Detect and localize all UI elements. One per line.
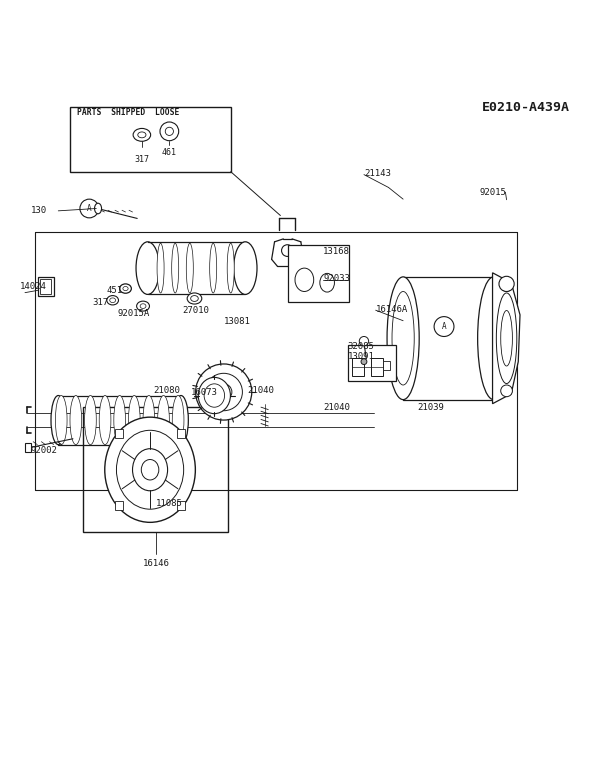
Ellipse shape — [105, 417, 195, 522]
Ellipse shape — [84, 396, 96, 444]
Ellipse shape — [157, 243, 164, 293]
Circle shape — [196, 364, 252, 420]
Text: 27010: 27010 — [183, 306, 209, 315]
Bar — [371, 358, 383, 376]
Text: 32085: 32085 — [348, 342, 375, 351]
Bar — [114, 501, 123, 510]
Text: A: A — [87, 204, 91, 213]
Text: 317: 317 — [135, 155, 149, 164]
Circle shape — [160, 122, 179, 141]
Text: 13081: 13081 — [224, 317, 251, 326]
Text: 451: 451 — [107, 286, 123, 295]
Ellipse shape — [387, 277, 419, 400]
Text: 11085: 11085 — [156, 498, 183, 507]
Ellipse shape — [227, 243, 234, 293]
Ellipse shape — [496, 293, 517, 383]
Text: 21040: 21040 — [247, 387, 274, 395]
Text: 21040: 21040 — [323, 403, 350, 412]
Ellipse shape — [204, 383, 225, 407]
Bar — [83, 407, 228, 532]
Ellipse shape — [143, 396, 155, 444]
Bar — [288, 245, 349, 302]
Circle shape — [434, 316, 454, 336]
Text: A: A — [442, 322, 447, 331]
Ellipse shape — [209, 243, 217, 293]
Circle shape — [359, 336, 369, 346]
Bar — [176, 501, 185, 510]
Ellipse shape — [136, 242, 159, 294]
Text: E0210-A439A: E0210-A439A — [481, 101, 570, 114]
Ellipse shape — [187, 293, 202, 304]
Ellipse shape — [186, 243, 194, 293]
Ellipse shape — [234, 242, 257, 294]
Ellipse shape — [320, 273, 335, 292]
Text: 14024: 14024 — [20, 283, 47, 291]
Ellipse shape — [129, 396, 140, 444]
Ellipse shape — [94, 203, 101, 214]
Ellipse shape — [70, 396, 81, 444]
Text: 16073: 16073 — [191, 387, 218, 397]
Bar — [25, 443, 31, 452]
Bar — [38, 277, 54, 296]
Ellipse shape — [198, 377, 231, 413]
Text: 21039: 21039 — [418, 403, 445, 412]
Circle shape — [205, 373, 242, 410]
Bar — [176, 430, 185, 438]
Text: 92015: 92015 — [479, 188, 506, 196]
Polygon shape — [493, 273, 520, 403]
Text: 317: 317 — [92, 297, 109, 306]
Circle shape — [281, 245, 293, 256]
Text: 92015A: 92015A — [117, 310, 150, 318]
Bar — [348, 345, 395, 381]
Ellipse shape — [172, 396, 184, 444]
Text: 13168: 13168 — [323, 247, 350, 256]
Text: 130: 130 — [31, 206, 47, 216]
Circle shape — [499, 276, 514, 292]
Text: 92033: 92033 — [323, 274, 350, 283]
Text: 16146A: 16146A — [376, 304, 408, 313]
Text: 16146: 16146 — [143, 559, 170, 567]
Circle shape — [361, 359, 367, 364]
Text: 21143: 21143 — [364, 169, 391, 178]
Ellipse shape — [158, 396, 169, 444]
Ellipse shape — [99, 396, 111, 444]
Ellipse shape — [478, 277, 510, 400]
Bar — [352, 358, 364, 376]
Ellipse shape — [51, 396, 65, 444]
Bar — [70, 107, 231, 172]
Ellipse shape — [295, 268, 314, 292]
Bar — [114, 430, 123, 438]
Circle shape — [501, 385, 512, 397]
Ellipse shape — [120, 284, 132, 293]
Circle shape — [215, 383, 232, 400]
Bar — [40, 280, 51, 294]
Ellipse shape — [133, 129, 150, 141]
Ellipse shape — [172, 243, 179, 293]
Text: 461: 461 — [162, 148, 177, 157]
Text: 13091: 13091 — [348, 353, 375, 361]
Ellipse shape — [107, 296, 119, 305]
Ellipse shape — [55, 396, 67, 444]
Ellipse shape — [173, 396, 188, 444]
Circle shape — [80, 199, 99, 218]
Text: 92002: 92002 — [31, 446, 58, 455]
Bar — [383, 361, 389, 370]
Circle shape — [501, 280, 512, 292]
Ellipse shape — [114, 396, 126, 444]
Text: PARTS  SHIPPED  LOOSE: PARTS SHIPPED LOOSE — [77, 108, 179, 116]
Ellipse shape — [137, 301, 149, 311]
Text: 21080: 21080 — [153, 387, 181, 395]
